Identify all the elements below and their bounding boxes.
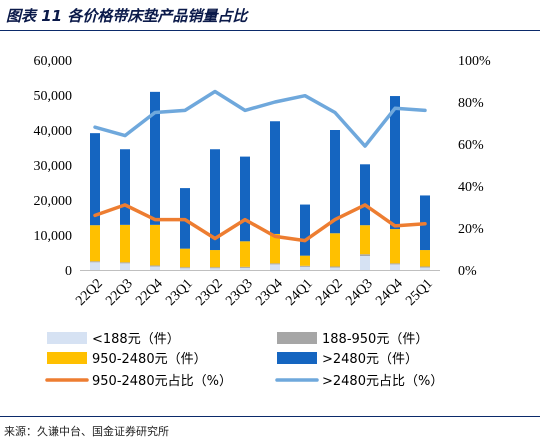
legend-swatch [277,332,317,344]
title-divider [0,30,540,31]
bar-segment [120,224,130,263]
legend-label: 950-2480元（件） [92,352,207,367]
bar-segment [150,265,160,267]
x-tick-label: 22Q3 [103,276,136,309]
x-tick-label: 23Q3 [223,276,256,309]
bar-segment [120,263,130,270]
left-axis: 0 10,000 20,000 30,000 40,000 50,000 60,000 [34,54,73,279]
chart-title: 图表 11 各价格带床垫产品销量占比 [6,7,248,25]
right-tick-label: 60% [458,138,484,153]
legend-label: <188元（件） [92,332,180,347]
bar-segment [270,233,280,264]
bar-segment [390,264,400,270]
x-tick-label: 24Q4 [373,276,406,309]
bar-segment [330,233,340,267]
bar-segment [240,267,250,270]
x-tick-label: 23Q4 [253,276,286,309]
bar-segment [210,268,220,270]
legend-label: >2480元（件） [322,352,418,367]
left-tick-label: 30,000 [34,159,73,174]
left-tick-label: 60,000 [34,54,73,69]
bar-segment [240,241,250,267]
bar-segment [420,250,430,267]
bar-segment [210,149,220,251]
left-tick-label: 10,000 [34,229,73,244]
bar-segment [210,250,220,268]
x-tick-label: 22Q2 [73,276,106,309]
bar-segment [300,255,310,266]
bar-segment [330,266,340,268]
source-note: 来源：久谦中台、国金证券研究所 [4,425,169,438]
legend-swatch [47,352,87,364]
left-tick-label: 20,000 [34,194,73,209]
bar-segment [240,156,250,242]
bar-segment [90,261,100,263]
bar-segment [360,164,370,226]
bar-segment [330,267,340,270]
bar-segment [150,224,160,266]
bar-segment [300,204,310,256]
bar-segment [420,267,430,270]
left-tick-label: 40,000 [34,124,73,139]
bar-segment [420,266,430,268]
right-tick-label: 80% [458,96,484,111]
x-tick-label: 23Q2 [193,276,226,309]
bar-segment [390,96,400,230]
bar-segment [300,266,310,270]
bar-segment [150,266,160,270]
bar-segment [90,225,100,262]
line-series [93,89,427,243]
legend-label: 950-2480元占比（%） [92,374,232,389]
x-axis: 22Q222Q322Q423Q123Q223Q323Q424Q124Q224Q3… [73,270,440,309]
right-tick-label: 0% [458,264,477,279]
source-divider [0,416,540,417]
x-tick-label: 23Q1 [163,276,196,309]
bar-segment [240,266,250,268]
left-tick-label: 0 [65,264,72,279]
bar-segment [180,267,190,269]
legend-label: 188-950元（件） [322,332,428,347]
bar-segment [390,263,400,265]
bar-segment [360,256,370,270]
x-tick-label: 25Q1 [403,276,436,309]
legend-swatch [47,332,87,344]
bar-segment [90,262,100,270]
right-tick-label: 20% [458,222,484,237]
bar-segment [300,265,310,267]
right-axis: 0% 20% 40% 60% 80% 100% [458,54,491,279]
legend: <188元（件） 188-950元（件） 950-2480元（件） >2480元（件）… [45,332,443,389]
bar-segment [90,133,100,226]
bar-segment [330,130,340,234]
bar-segment [150,91,160,225]
x-tick-label: 24Q2 [313,276,346,309]
bar-segment [270,121,280,234]
left-tick-label: 50,000 [34,89,73,104]
bar-segment [120,149,130,225]
bar-segment [390,229,400,264]
bar-segment [180,268,190,270]
x-tick-label: 24Q1 [283,276,316,309]
bar-segment [360,225,370,255]
bar-series [90,91,430,270]
line-gt2480-share [93,89,427,148]
bar-segment [270,263,280,265]
right-tick-label: 40% [458,180,484,195]
right-tick-label: 100% [458,54,491,69]
x-tick-label: 22Q4 [133,276,166,309]
bar-segment [210,267,220,269]
bar-segment [180,248,190,268]
legend-label: >2480元占比（%） [322,374,443,389]
x-tick-label: 24Q3 [343,276,376,309]
bar-segment [120,262,130,264]
bar-segment [360,254,370,256]
bar-segment [270,264,280,270]
legend-swatch [277,352,317,364]
line-950-2480-share [93,203,427,243]
